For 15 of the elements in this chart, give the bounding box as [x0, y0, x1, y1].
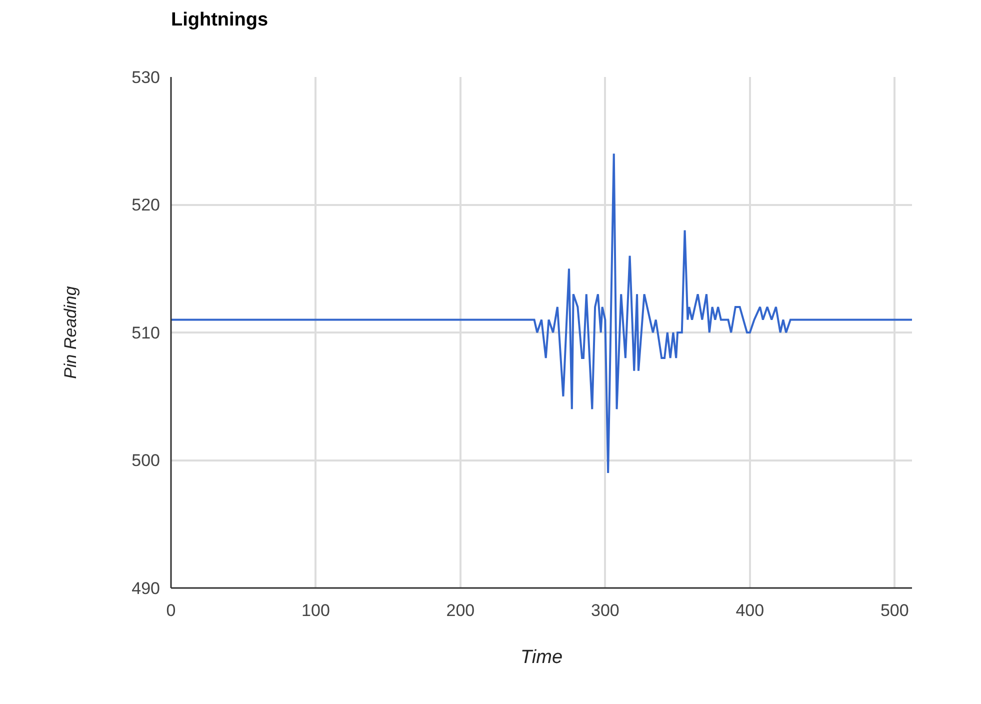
x-tick-label: 200 — [446, 601, 475, 620]
line-series — [171, 152, 912, 474]
y-tick-label: 520 — [132, 196, 160, 215]
y-axis-title: Pin Reading — [61, 286, 80, 379]
y-tick-label: 530 — [132, 68, 160, 87]
y-tick-label: 500 — [132, 451, 160, 470]
y-tick-label: 510 — [132, 323, 160, 342]
x-tick-label: 300 — [590, 601, 620, 620]
x-tick-label: 0 — [166, 601, 176, 620]
x-axis-title: Time — [520, 646, 563, 668]
chart-title: Lightnings — [171, 9, 268, 30]
x-tick-label: 400 — [736, 601, 764, 620]
x-tick-label: 500 — [880, 601, 909, 620]
y-tick-label: 490 — [132, 578, 160, 598]
x-tick-label: 100 — [302, 601, 330, 620]
